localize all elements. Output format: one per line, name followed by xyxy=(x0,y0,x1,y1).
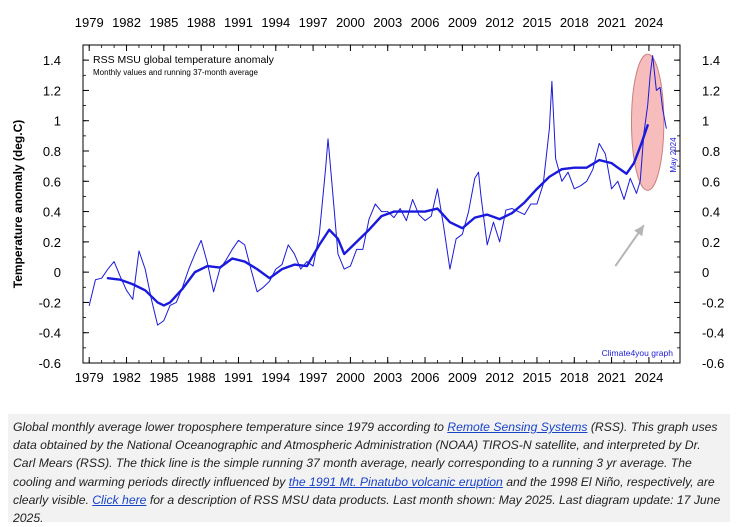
x-tick-label-top: 2018 xyxy=(560,15,589,30)
arrow-head xyxy=(634,225,644,237)
x-tick-label-bottom: 1982 xyxy=(112,370,141,385)
x-tick-label-top: 2000 xyxy=(336,15,365,30)
x-tick-label-bottom: 2003 xyxy=(373,370,402,385)
x-tick-label-bottom: 1985 xyxy=(149,370,178,385)
y-tick-label-right: 1.2 xyxy=(702,83,720,98)
x-tick-label-top: 1994 xyxy=(261,15,290,30)
y-tick-label-right: 0.6 xyxy=(702,174,720,189)
y-tick-label-left: -0.6 xyxy=(39,356,61,371)
y-axis-label: Temperature anomaly (deg.C) xyxy=(11,120,25,288)
y-tick-label-right: 0.8 xyxy=(702,144,720,159)
y-tick-label-left: -0.2 xyxy=(39,295,61,310)
x-tick-label-top: 1991 xyxy=(224,15,253,30)
pinatubo-link[interactable]: the 1991 Mt. Pinatubo volcanic eruption xyxy=(288,474,503,489)
x-tick-label-top: 1982 xyxy=(112,15,141,30)
click-here-link[interactable]: Click here xyxy=(92,492,147,507)
y-tick-label-right: 1 xyxy=(702,114,709,129)
rss-link[interactable]: Remote Sensing Systems xyxy=(447,420,588,434)
x-tick-label-bottom: 2015 xyxy=(523,370,552,385)
x-tick-label-bottom: 1979 xyxy=(75,370,104,385)
x-tick-label-top: 2012 xyxy=(485,15,514,30)
x-tick-label-top: 2006 xyxy=(411,15,440,30)
x-tick-label-top: 1988 xyxy=(187,15,216,30)
x-tick-label-bottom: 2012 xyxy=(485,370,514,385)
x-tick-label-bottom: 1988 xyxy=(187,370,216,385)
y-tick-label-left: 0.2 xyxy=(43,235,61,250)
plot-frame xyxy=(82,44,681,364)
chart-subtitle: Monthly values and running 37-month aver… xyxy=(93,68,259,77)
x-tick-label-top: 2021 xyxy=(597,15,626,30)
y-tick-label-left: 1 xyxy=(54,114,61,129)
y-tick-label-right: 0 xyxy=(702,265,709,280)
x-tick-label-top: 2024 xyxy=(634,15,663,30)
x-tick-label-bottom: 2018 xyxy=(560,370,589,385)
highlight-ellipse xyxy=(630,53,665,191)
x-tick-label-bottom: 1991 xyxy=(224,370,253,385)
y-tick-label-right: 0.2 xyxy=(702,235,720,250)
x-tick-label-bottom: 1997 xyxy=(299,370,328,385)
credit-label: Climate4you graph xyxy=(602,348,674,358)
chart: 1979 1979 1982 1982 1985 1985 1988 1988 1991 1991… xyxy=(11,15,724,385)
x-tick-label-bottom: 2021 xyxy=(597,370,626,385)
x-tick-label-bottom: 2009 xyxy=(448,370,477,385)
x-tick-label-bottom: 2024 xyxy=(634,370,663,385)
y-tick-label-left: 0.8 xyxy=(43,144,61,159)
x-tick-label-top: 1985 xyxy=(149,15,178,30)
x-tick-label-bottom: 2000 xyxy=(336,370,365,385)
chart-title: RSS MSU global temperature anomaly xyxy=(93,54,275,66)
caption-text-3: and the 1998 El Niño, respectively, are … xyxy=(13,474,715,507)
y-tick-label-right: 0.4 xyxy=(702,205,720,220)
y-tick-label-right: -0.6 xyxy=(702,356,724,371)
x-tick-label-top: 2003 xyxy=(373,15,402,30)
last-month-label: May 2024 xyxy=(669,137,678,173)
running-average-line xyxy=(106,124,649,307)
y-tick-label-left: 0.6 xyxy=(43,174,61,189)
figure-caption: Global monthly average lower troposphere… xyxy=(8,414,730,526)
caption-text-2: (RSS). This graph uses data obtained by … xyxy=(13,420,718,489)
x-tick-label-top: 2009 xyxy=(448,15,477,30)
x-tick-label-bottom: 2006 xyxy=(411,370,440,385)
monthly-values-line xyxy=(88,55,667,326)
x-tick-label-top: 1997 xyxy=(299,15,328,30)
caption-text-4: for a description of RSS MSU data produc… xyxy=(13,492,721,526)
y-tick-label-left: 1.4 xyxy=(43,53,61,68)
x-tick-label-top: 2015 xyxy=(523,15,552,30)
y-tick-label-right: -0.4 xyxy=(702,326,724,341)
y-tick-label-left: 0 xyxy=(54,265,61,280)
x-tick-label-bottom: 1994 xyxy=(261,370,290,385)
x-tick-label-top: 1979 xyxy=(75,15,104,30)
y-tick-label-right: -0.2 xyxy=(702,295,724,310)
y-tick-label-right: 1.4 xyxy=(702,53,720,68)
y-tick-label-left: -0.4 xyxy=(39,326,61,341)
caption-text-1: Global monthly average lower troposphere… xyxy=(13,420,448,434)
y-tick-label-left: 0.4 xyxy=(43,205,61,220)
y-tick-label-left: 1.2 xyxy=(43,83,61,98)
